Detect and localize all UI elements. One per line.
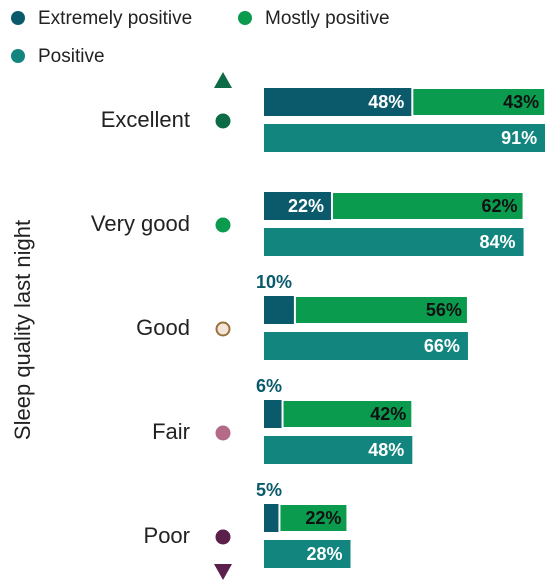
bar	[293, 295, 469, 325]
value-label: 22%	[305, 508, 341, 528]
legend-label: Mostly positive	[265, 8, 390, 29]
axis-dot	[215, 321, 231, 337]
bar	[264, 332, 468, 360]
category-label: Excellent	[101, 107, 190, 132]
legend-swatch	[11, 11, 25, 25]
legend-swatch	[238, 11, 252, 25]
value-label: 91%	[501, 128, 537, 148]
bar	[264, 296, 295, 324]
value-label: 56%	[426, 300, 462, 320]
category-label: Very good	[91, 211, 190, 236]
legend-label: Positive	[38, 46, 105, 67]
value-label: 42%	[370, 404, 406, 424]
axis-dot	[215, 425, 231, 441]
bar	[264, 540, 351, 568]
category-label: Good	[136, 315, 190, 340]
bar	[330, 191, 525, 221]
value-label: 48%	[368, 92, 404, 112]
value-label: 62%	[482, 196, 518, 216]
value-label: 84%	[480, 232, 516, 252]
bar	[411, 87, 545, 117]
arrow-down	[214, 564, 232, 580]
value-label: 48%	[368, 440, 404, 460]
axis-dot	[215, 529, 231, 545]
axis-dot	[215, 113, 231, 129]
category-label: Poor	[144, 523, 190, 548]
bar	[264, 124, 545, 152]
bar	[278, 503, 349, 533]
bar	[264, 88, 413, 116]
bar	[264, 192, 332, 220]
value-label: 22%	[288, 196, 324, 216]
value-label: 5%	[256, 480, 282, 500]
value-label: 6%	[256, 376, 282, 396]
legend-label: Extremely positive	[38, 8, 192, 29]
category-label: Fair	[152, 419, 190, 444]
value-label: 66%	[424, 336, 460, 356]
bar	[264, 400, 283, 428]
arrow-up	[214, 72, 232, 88]
y-axis-label: Sleep quality last night	[10, 220, 35, 440]
value-label: 10%	[256, 272, 292, 292]
bar	[264, 436, 413, 464]
bar	[264, 228, 524, 256]
bar	[264, 504, 280, 532]
value-label: 43%	[503, 92, 539, 112]
legend-swatch	[11, 49, 25, 63]
value-label: 28%	[306, 544, 342, 564]
axis-dot	[215, 217, 231, 233]
bar	[281, 399, 414, 429]
